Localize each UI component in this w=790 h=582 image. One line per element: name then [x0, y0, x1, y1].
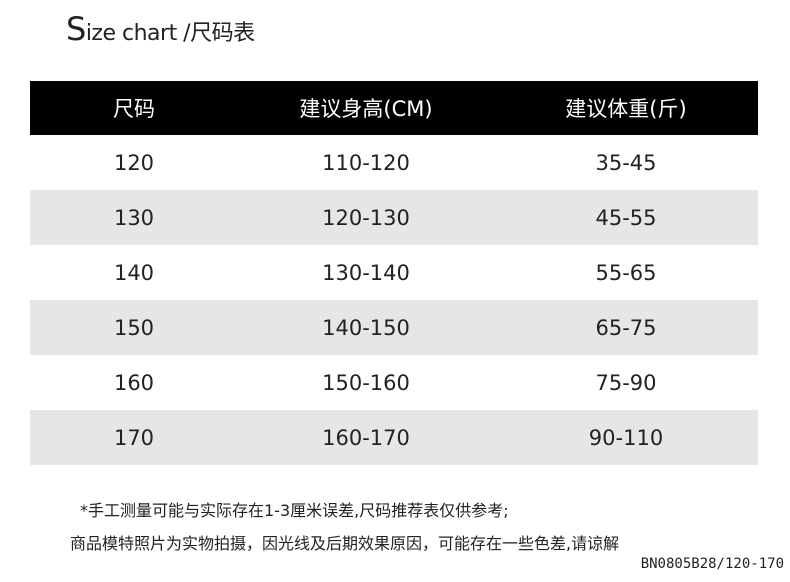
cell-height: 160-170: [238, 410, 494, 465]
cell-height: 120-130: [238, 190, 494, 245]
table-row: 150 140-150 65-75: [30, 300, 758, 355]
cell-size: 120: [113, 150, 155, 175]
cell-height: 130-140: [322, 260, 410, 285]
cell-size: 160: [113, 370, 155, 395]
cell-height: 150-160: [322, 370, 410, 395]
table-row: 130 120-130 45-55: [30, 190, 758, 245]
cell-height: 140-150: [238, 300, 494, 355]
cell-weight: 65-75: [494, 300, 758, 355]
cell-weight: 35-45: [595, 150, 657, 175]
table-row: 140 130-140 55-65: [30, 245, 758, 300]
note-color: 商品模特照片为实物拍摄，因光线及后期效果原因，可能存在一些色差,请谅解: [70, 534, 620, 553]
cell-size: 170: [30, 410, 238, 465]
table-row: 160 150-160 75-90: [30, 355, 758, 410]
cell-weight: 90-110: [494, 410, 758, 465]
cell-weight: 55-65: [595, 260, 657, 285]
size-table: 尺码 建议身高(CM) 建议体重(斤) 120 110-120 35-45 130 12…: [30, 81, 758, 465]
cell-weight: 45-55: [494, 190, 758, 245]
table-row: 120 110-120 35-45: [30, 135, 758, 190]
title-text: ize chart /尺码表: [85, 21, 255, 46]
table-row: 170 160-170 90-110: [30, 410, 758, 465]
page-title: Size chart /尺码表: [66, 10, 255, 48]
cell-height: 110-120: [322, 150, 410, 175]
cell-size: 150: [30, 300, 238, 355]
note-measurement: *手工测量可能与实际存在1-3厘米误差,尺码推荐表仅供参考;: [80, 501, 509, 520]
table-header: 尺码 建议身高(CM) 建议体重(斤): [30, 81, 758, 135]
header-weight: 建议体重(斤): [494, 81, 758, 135]
cell-size: 130: [30, 190, 238, 245]
cell-size: 140: [113, 260, 155, 285]
cell-weight: 75-90: [595, 370, 657, 395]
header-height: 建议身高(CM): [238, 81, 494, 135]
header-size: 尺码: [30, 81, 238, 135]
title-initial: S: [66, 10, 86, 48]
product-code: BN0805B28/120-170: [640, 556, 784, 572]
